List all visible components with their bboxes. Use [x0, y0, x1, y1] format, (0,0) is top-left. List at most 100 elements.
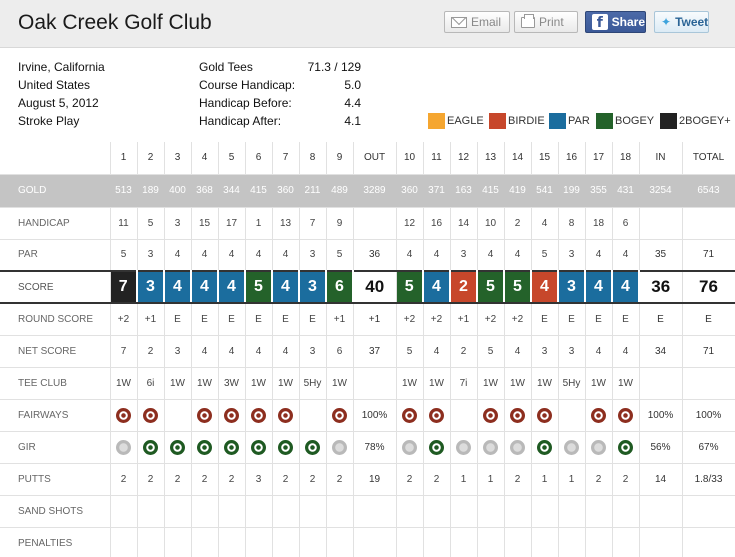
twitter-bird-icon: ✦: [661, 15, 672, 29]
column-header: 18: [612, 142, 640, 175]
penalties-cell: [299, 527, 327, 557]
handicap-before-value: 4.4: [344, 96, 361, 110]
net-score-cell: 2: [137, 335, 165, 368]
legend-swatch: [489, 113, 506, 129]
legend-swatch: [660, 113, 677, 129]
handicap-cell: 8: [558, 207, 586, 240]
course-handicap-value: 5.0: [344, 78, 361, 92]
tee-club-cell: 7i: [450, 367, 478, 400]
legend-label: 2BOGEY+: [679, 115, 731, 127]
row-label: GOLD: [0, 174, 111, 208]
green-target-icon: [143, 439, 158, 455]
tee-club-cell: [639, 367, 683, 400]
fairways-cell: [272, 399, 300, 432]
handicap-cell: 11: [110, 207, 138, 240]
gir-cell: [245, 431, 273, 464]
gold-cell: 355: [585, 174, 613, 208]
handicap-cell: [353, 207, 397, 240]
par-cell: 4: [423, 239, 451, 272]
sand-shots-row: SAND SHOTS: [0, 495, 735, 528]
penalties-cell: [682, 527, 735, 557]
tee-club-cell: 1W: [612, 367, 640, 400]
round-score-cell: E: [585, 303, 613, 336]
net-score-cell: 7: [110, 335, 138, 368]
par-cell: 4: [612, 239, 640, 272]
red-target-icon: [332, 407, 347, 423]
score-cell: 5: [477, 270, 505, 304]
gold-cell: 431: [612, 174, 640, 208]
tee-club-cell: [682, 367, 735, 400]
score-cell: 5: [504, 270, 532, 304]
score-cell: 36: [639, 270, 683, 304]
score-cell: 3: [137, 270, 165, 304]
tee-club-cell: [353, 367, 397, 400]
legend-label: PAR: [568, 115, 590, 127]
par-cell: 3: [558, 239, 586, 272]
gold-cell: 419: [504, 174, 532, 208]
column-header: 9: [326, 142, 354, 175]
fairways-cell: [245, 399, 273, 432]
legend-bogey: BOGEY: [596, 113, 654, 129]
putts-cell: 2: [191, 463, 219, 496]
tees-label: Gold Tees: [199, 60, 253, 74]
gir-cell: [558, 431, 586, 464]
email-button[interactable]: Email: [444, 11, 510, 33]
red-target-icon: [224, 407, 239, 423]
percent-value: 100%: [647, 409, 674, 421]
gray-target-icon: [116, 439, 131, 455]
print-label: Print: [539, 15, 564, 29]
gir-cell: [137, 431, 165, 464]
score-cell: 4: [612, 270, 640, 304]
sand-shots-cell: [450, 495, 478, 528]
row-label: SAND SHOTS: [0, 495, 111, 528]
print-button[interactable]: Print: [514, 11, 578, 33]
gold-cell: 489: [326, 174, 354, 208]
green-target-icon: [197, 439, 212, 455]
fairways-cell: [585, 399, 613, 432]
tee-club-cell: 1W: [326, 367, 354, 400]
column-header: 15: [531, 142, 559, 175]
penalties-cell: [423, 527, 451, 557]
tee-club-cell: 5Hy: [558, 367, 586, 400]
round-score-cell: E: [639, 303, 683, 336]
red-target-icon: [429, 407, 444, 423]
column-header: 17: [585, 142, 613, 175]
tweet-button[interactable]: ✦ Tweet: [654, 11, 709, 33]
red-target-icon: [510, 407, 525, 423]
facebook-share-button[interactable]: f Share: [585, 11, 646, 33]
par-cell: 36: [353, 239, 397, 272]
round-score-cell: +2: [396, 303, 424, 336]
fairways-cell: [504, 399, 532, 432]
putts-cell: 1.8/33: [682, 463, 735, 496]
penalties-cell: [504, 527, 532, 557]
par-cell: 4: [245, 239, 273, 272]
putts-cell: 3: [245, 463, 273, 496]
column-header: 2: [137, 142, 165, 175]
gir-cell: [612, 431, 640, 464]
penalties-cell: [245, 527, 273, 557]
net-score-cell: 4: [191, 335, 219, 368]
handicap-row: HANDICAP 11 5 3 15 17 1 13 7 9 12 16 14 10 2 4 8 18 6: [0, 207, 735, 240]
tee-club-cell: 1W: [110, 367, 138, 400]
putts-cell: 1: [558, 463, 586, 496]
percent-value: 100%: [361, 409, 388, 421]
gray-target-icon: [332, 439, 347, 455]
net-score-cell: 4: [585, 335, 613, 368]
penalties-cell: [326, 527, 354, 557]
sand-shots-cell: [504, 495, 532, 528]
putts-cell: 2: [164, 463, 192, 496]
handicap-cell: 15: [191, 207, 219, 240]
round-format: Stroke Play: [18, 114, 80, 128]
handicap-cell: 2: [504, 207, 532, 240]
net-score-cell: 3: [558, 335, 586, 368]
putts-cell: 2: [504, 463, 532, 496]
legend-swatch: [428, 113, 445, 129]
column-header: 4: [191, 142, 219, 175]
handicap-cell: 3: [164, 207, 192, 240]
tweet-label: Tweet: [675, 15, 709, 29]
green-target-icon: [224, 439, 239, 455]
sand-shots-cell: [682, 495, 735, 528]
red-target-icon: [251, 407, 266, 423]
handicap-cell: 13: [272, 207, 300, 240]
gray-target-icon: [591, 439, 606, 455]
